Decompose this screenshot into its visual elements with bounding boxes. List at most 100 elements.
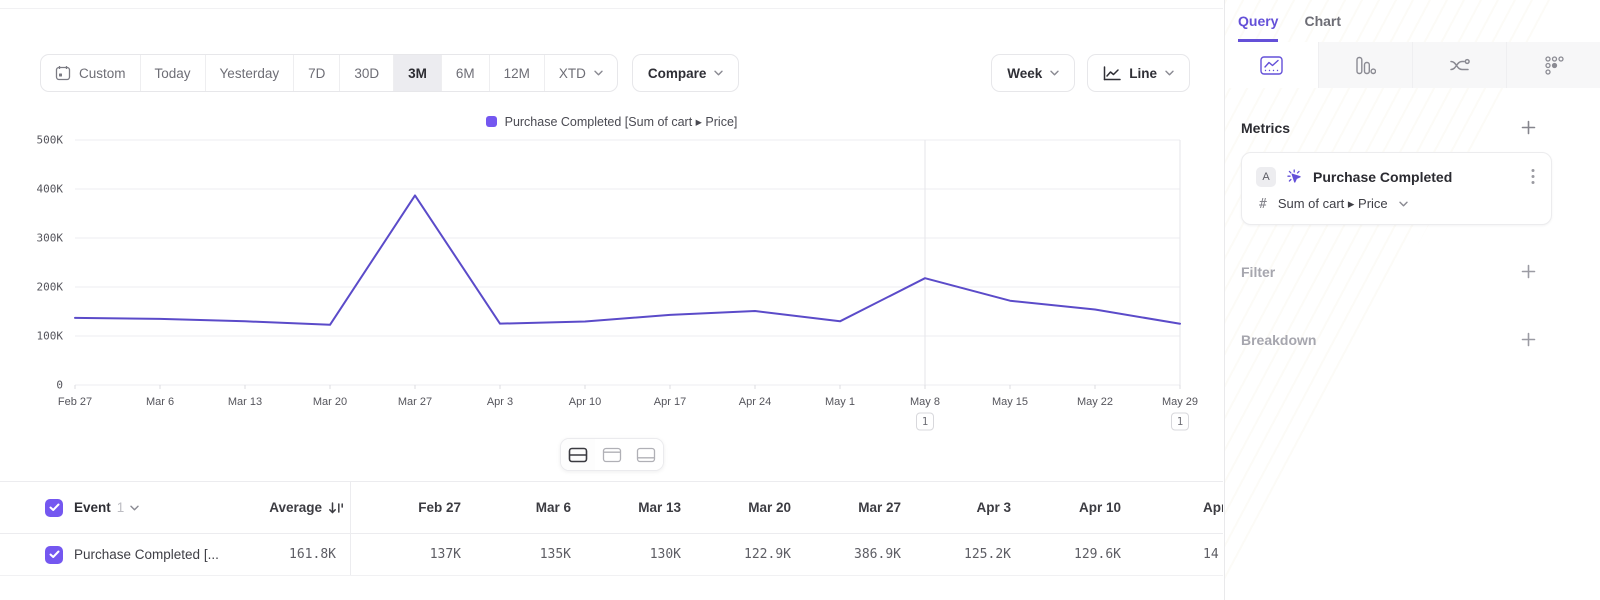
svg-text:Apr 24: Apr 24 <box>739 396 771 408</box>
granularity-button[interactable]: Week <box>991 54 1076 92</box>
chart-only-view-icon[interactable] <box>594 439 629 470</box>
annotation-badge[interactable]: 1 <box>916 412 934 431</box>
range-6m[interactable]: 6M <box>442 55 490 91</box>
aggregation-label: Sum of cart ▸ Price <box>1277 196 1388 211</box>
line-chart-icon <box>1103 65 1121 80</box>
svg-text:Mar 6: Mar 6 <box>146 396 174 408</box>
chevron-down-icon <box>1165 70 1174 76</box>
metrics-title: Metrics <box>1241 119 1291 136</box>
series-name-cell: Purchase Completed [... <box>0 545 245 564</box>
annotation-badge[interactable]: 1 <box>1171 412 1189 431</box>
query-panel: Query Chart Metrics A Purchase Completed… <box>1224 0 1600 600</box>
event-column-selector[interactable]: Event 1 <box>74 500 139 515</box>
range-3m[interactable]: 3M <box>394 55 442 91</box>
tab-chart[interactable]: Chart <box>1304 12 1342 29</box>
calendar-icon <box>55 66 71 81</box>
report-canvas: Custom Today Yesterday 7D 30D 3M 6M 12M XTD Comp… <box>0 8 1223 576</box>
filter-title: Filter <box>1241 263 1276 280</box>
add-metric-button[interactable] <box>1519 118 1538 137</box>
row-checkbox[interactable] <box>45 545 63 564</box>
check-icon <box>49 503 59 511</box>
average-value: 161.8K <box>289 547 336 562</box>
report-type-tabs <box>1225 42 1600 88</box>
table-column-header: Mar 20 <box>748 500 791 515</box>
range-7d[interactable]: 7D <box>294 55 341 91</box>
svg-text:100K: 100K <box>37 330 64 343</box>
report-tab-funnels[interactable] <box>1318 42 1412 88</box>
date-column-headers: Feb 27 Mar 6 Mar 13 Mar 20 Mar 27 Apr 3 Apr 10… <box>350 482 1223 533</box>
svg-text:Mar 27: Mar 27 <box>398 396 432 408</box>
svg-text:May 8: May 8 <box>910 396 940 408</box>
svg-text:May 22: May 22 <box>1077 396 1113 408</box>
add-filter-button[interactable] <box>1519 262 1538 281</box>
svg-text:May 29: May 29 <box>1162 396 1198 408</box>
svg-text:500K: 500K <box>37 135 64 147</box>
metrics-section-header: Metrics <box>1241 118 1538 137</box>
split-view-icon[interactable] <box>560 439 595 470</box>
select-all-checkbox[interactable] <box>45 498 63 517</box>
table-cell: 122.9K <box>744 547 791 562</box>
svg-text:300K: 300K <box>37 232 64 245</box>
metric-name[interactable]: Purchase Completed <box>1313 168 1453 185</box>
table-cell-clipped: 14 <box>1203 547 1219 562</box>
metric-series-badge: A <box>1256 166 1276 187</box>
sparkle-cursor-icon <box>1287 169 1301 183</box>
range-yesterday[interactable]: Yesterday <box>206 55 295 91</box>
svg-text:400K: 400K <box>37 183 64 196</box>
table-column-header-clipped: Apr <box>1203 500 1223 515</box>
svg-text:Feb 27: Feb 27 <box>58 396 92 408</box>
table-column-header: Mar 6 <box>535 500 571 515</box>
compare-button[interactable]: Compare <box>631 54 740 92</box>
range-12m[interactable]: 12M <box>490 55 545 91</box>
chevron-down-icon <box>1050 70 1059 76</box>
table-only-view-icon[interactable] <box>628 439 663 470</box>
report-tab-insights[interactable] <box>1225 42 1318 88</box>
table-row[interactable]: Purchase Completed [... 161.8K 137K 135K 1… <box>0 534 1223 576</box>
svg-text:May 1: May 1 <box>825 396 855 408</box>
line-chart[interactable]: 0 100K 200K 300K 400K 500K Feb 27 Mar 6 Mar 13 Ma… <box>0 135 1223 435</box>
report-tab-retention[interactable] <box>1506 42 1600 88</box>
table-column-header: Apr 3 <box>976 500 1011 515</box>
kebab-menu-icon[interactable] <box>1529 166 1537 187</box>
plus-icon <box>1521 120 1536 135</box>
add-breakdown-button[interactable] <box>1519 330 1538 349</box>
chart-type-button[interactable]: Line <box>1087 54 1190 92</box>
chart-legend: Purchase Completed [Sum of cart ▸ Price] <box>0 114 1223 129</box>
toolbar: Custom Today Yesterday 7D 30D 3M 6M 12M XTD Comp… <box>40 54 1190 92</box>
svg-text:200K: 200K <box>37 281 64 294</box>
plus-icon <box>1521 264 1536 279</box>
svg-text:Mar 20: Mar 20 <box>313 396 347 408</box>
chevron-down-icon <box>594 70 603 76</box>
event-label: Event <box>74 500 111 515</box>
range-today[interactable]: Today <box>141 55 206 91</box>
range-30d[interactable]: 30D <box>340 55 395 91</box>
table-cell: 137K <box>429 547 461 562</box>
chevron-down-icon <box>130 505 139 511</box>
retention-icon <box>1544 56 1564 75</box>
insights-icon <box>1260 55 1283 75</box>
metric-card[interactable]: A Purchase Completed # Sum of cart ▸ Pri… <box>1241 152 1552 225</box>
svg-text:1: 1 <box>1177 416 1183 428</box>
svg-text:Apr 17: Apr 17 <box>654 396 686 408</box>
report-tab-flows[interactable] <box>1412 42 1506 88</box>
legend-label: Purchase Completed [Sum of cart ▸ Price] <box>504 115 738 129</box>
table-column-header: Feb 27 <box>418 500 461 515</box>
event-header-cell: Event 1 <box>0 498 245 517</box>
tab-query[interactable]: Query <box>1238 0 1279 42</box>
sort-descending-icon[interactable] <box>328 501 344 515</box>
metric-aggregation-selector[interactable]: # Sum of cart ▸ Price <box>1256 196 1537 212</box>
table-cell: 130K <box>649 547 681 562</box>
table-cell: 386.9K <box>854 547 901 562</box>
svg-text:Apr 3: Apr 3 <box>487 396 513 408</box>
breakdown-section: Breakdown <box>1241 330 1538 349</box>
event-count: 1 <box>116 500 125 515</box>
series-name: Purchase Completed [... <box>74 547 219 562</box>
average-column-header: Average <box>245 500 350 515</box>
date-range-selector: Custom Today Yesterday 7D 30D 3M 6M 12M XTD <box>40 54 618 92</box>
panel-tabs: Query Chart <box>1225 0 1600 42</box>
date-values: 137K 135K 130K 122.9K 386.9K 125.2K 129.6K 14 <box>350 534 1223 575</box>
number-type-icon: # <box>1259 196 1267 212</box>
range-xtd[interactable]: XTD <box>545 55 617 91</box>
check-icon <box>49 550 59 558</box>
range-custom[interactable]: Custom <box>41 55 141 91</box>
